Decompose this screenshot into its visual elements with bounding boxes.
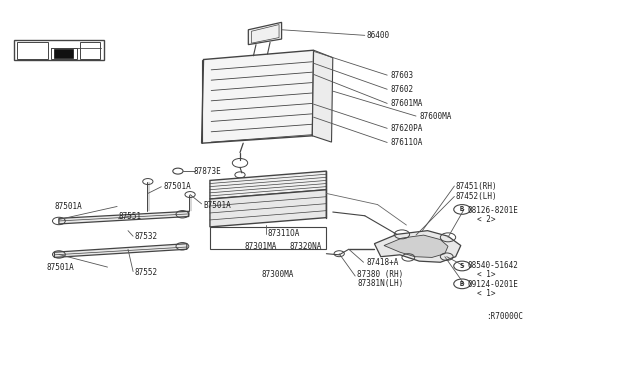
Text: 87620PA: 87620PA: [390, 124, 423, 133]
Text: 08126-8201E: 08126-8201E: [467, 206, 518, 215]
Text: < 2>: < 2>: [477, 215, 495, 224]
Text: 87601MA: 87601MA: [390, 99, 423, 108]
Text: S: S: [460, 263, 464, 269]
Bar: [51, 48, 77, 59]
Text: 87380 (RH): 87380 (RH): [357, 270, 403, 279]
Text: 87611OA: 87611OA: [390, 138, 423, 147]
Text: 87501A: 87501A: [46, 263, 74, 272]
Text: 08540-51642: 08540-51642: [467, 262, 518, 270]
Text: < 1>: < 1>: [477, 289, 495, 298]
Text: 87600MA: 87600MA: [419, 112, 452, 121]
Polygon shape: [248, 22, 282, 45]
Text: 87320NA: 87320NA: [289, 242, 322, 251]
Bar: [210, 227, 326, 249]
Text: 87552: 87552: [134, 268, 157, 277]
Bar: [54, 49, 73, 58]
Text: < 1>: < 1>: [477, 270, 495, 279]
Polygon shape: [54, 244, 187, 257]
Polygon shape: [210, 171, 326, 199]
Bar: [14, 40, 104, 60]
Text: B: B: [460, 206, 464, 212]
Polygon shape: [374, 231, 461, 262]
Text: 87603: 87603: [390, 71, 413, 80]
Bar: [80, 42, 100, 59]
Text: 87301MA: 87301MA: [244, 242, 277, 251]
Polygon shape: [202, 50, 314, 143]
Polygon shape: [210, 190, 326, 227]
Text: 87381N(LH): 87381N(LH): [357, 279, 403, 288]
Text: 87418+A: 87418+A: [366, 258, 399, 267]
Bar: [17, 42, 48, 59]
Text: 87311OA: 87311OA: [268, 229, 300, 238]
Polygon shape: [312, 50, 333, 142]
Text: B7501A: B7501A: [204, 201, 231, 210]
Polygon shape: [384, 235, 448, 257]
Text: 87451(RH): 87451(RH): [456, 182, 497, 190]
Text: 87501A: 87501A: [54, 202, 82, 211]
Text: 87300MA: 87300MA: [261, 270, 294, 279]
Text: 09124-0201E: 09124-0201E: [467, 280, 518, 289]
Text: B: B: [460, 281, 464, 287]
Text: 87602: 87602: [390, 85, 413, 94]
Text: 87873E: 87873E: [193, 167, 221, 176]
Polygon shape: [59, 211, 189, 224]
Text: 87501A: 87501A: [163, 182, 191, 191]
Text: :R70000C: :R70000C: [486, 312, 524, 321]
Text: 87532: 87532: [134, 232, 157, 241]
Text: 87452(LH): 87452(LH): [456, 192, 497, 201]
Text: 86400: 86400: [366, 31, 389, 40]
Text: 87551: 87551: [118, 212, 141, 221]
